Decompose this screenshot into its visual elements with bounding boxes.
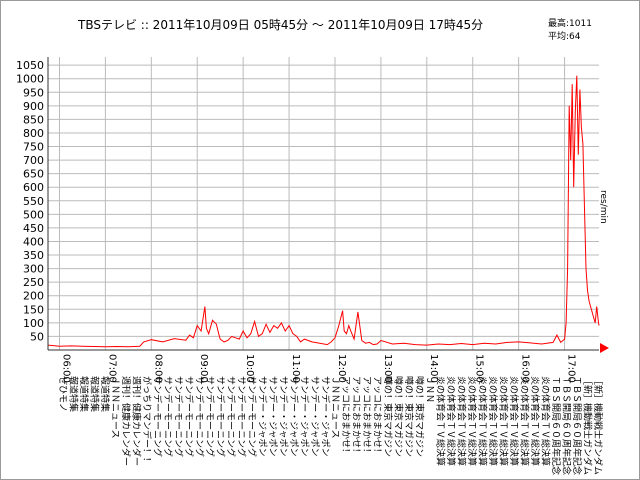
program-label: ＴＢＳ開局６０周年記念 — [571, 376, 583, 475]
y-tick-label: 550 — [23, 195, 44, 208]
y-tick-label: 350 — [23, 249, 44, 262]
program-label: サンデーモーニング — [214, 376, 226, 457]
program-label: 炎の体育会ＴＶ総決算 — [498, 376, 510, 466]
program-label: ＴＢＳ開局６０周年記念 — [550, 376, 562, 475]
program-label: サンデー・ジャポン — [256, 376, 268, 457]
x-tick-label: 17:00 — [566, 354, 577, 383]
program-label: サンデーモーニング — [204, 376, 216, 457]
program-label: サンデーモーニング — [162, 376, 174, 457]
program-label: サンデーモーニング — [151, 376, 163, 457]
program-label: ＪＮＮニュース — [330, 376, 340, 439]
program-label: 報道特集 — [99, 376, 111, 412]
y-tick-label: 700 — [23, 154, 44, 167]
avg-stat: 平均:64 — [548, 32, 581, 42]
program-label: サンデー・ジャポン — [267, 376, 279, 457]
grid-layer — [48, 57, 599, 350]
x-tick-label: 07:00 — [106, 354, 117, 383]
program-label: サンデーモーニング — [183, 376, 195, 457]
program-label: ＴＢＳ開局６０周年記念 — [561, 376, 573, 475]
program-label: ［新］機動戦士ガンダム — [592, 376, 604, 475]
program-label: アッコにおまかせ！ — [340, 376, 351, 457]
program-label: アッコにおまかせ！ — [361, 376, 372, 457]
program-label: サンデー・ジャポン — [309, 376, 321, 457]
x-tick-label: 11:00 — [290, 354, 301, 383]
program-label: 炎の体育会ＴＶ総決算 — [477, 376, 489, 466]
program-label: 炎の体育会ＴＶ総決算 — [435, 376, 447, 466]
plot-area — [48, 57, 599, 350]
y-tick-labels: 5010015020025030035040045050055060065070… — [16, 59, 44, 343]
y-tick-label: 900 — [23, 100, 44, 113]
y-tick-label: 150 — [23, 303, 44, 316]
chart-title: TBSテレビ :: 2011年10月09日 05時45分 ～ 2011年10月0… — [78, 18, 484, 32]
program-label: サンデーモーニング — [172, 376, 184, 457]
program-label: 炎の体育会ＴＶ総決算 — [508, 376, 520, 466]
y-tick-label: 500 — [23, 208, 44, 221]
program-label: 報道特集 — [78, 376, 90, 412]
program-labels: ぜひモノ 報道特集 報道特集 報道特集 報道特集 ＪＮＮニュース 週刊！健康カレンダー 週刊！… — [57, 376, 604, 475]
x-tick-label: 14:00 — [428, 354, 439, 383]
y-tick-label: 250 — [23, 276, 44, 289]
y-tick-label: 950 — [23, 86, 44, 99]
program-label: ［新］機動戦士ガンダム — [582, 376, 594, 475]
program-label: サンデー・ジャポン — [277, 376, 289, 457]
program-label: ＪＮＮニュース — [109, 376, 119, 439]
y-tick-label: 650 — [23, 168, 44, 181]
program-label: サンデーモーニング — [235, 376, 247, 457]
x-tick-label: 10:00 — [244, 354, 255, 383]
program-label: サンデーモーニング — [225, 376, 237, 457]
end-marker — [600, 343, 609, 353]
program-label: 噂の！東京マガジン — [414, 376, 426, 457]
program-label: 炎の体育会ＴＶ総決算 — [519, 376, 531, 466]
y-tick-label: 300 — [23, 263, 44, 276]
y-tick-label: 800 — [23, 127, 44, 140]
x-tick-label: 12:00 — [336, 354, 347, 383]
x-tick-label: 15:00 — [474, 354, 485, 383]
x-tick-label: 09:00 — [198, 354, 209, 383]
program-label: 炎の体育会ＴＶ総決算 — [445, 376, 457, 466]
program-label: ぜひモノ — [57, 376, 68, 412]
y-tick-label: 1000 — [16, 73, 44, 86]
y-tick-label: 850 — [23, 113, 44, 126]
y-tick-label: 100 — [23, 317, 44, 330]
program-label: がっちりマンデー！！ — [141, 376, 153, 466]
x-tick-label: 08:00 — [152, 354, 163, 383]
program-label: 週刊！健康カレンダー — [120, 376, 132, 466]
program-label: アッコにおまかせ！ — [372, 376, 383, 457]
y-unit-label: res/min — [598, 190, 608, 224]
x-tick-label: 06:00 — [60, 354, 71, 383]
program-label: アッコにおまかせ！ — [351, 376, 362, 457]
x-tick-label: 16:00 — [520, 354, 531, 383]
program-label: 報道特集 — [88, 376, 100, 412]
program-label: サンデーモーニング — [246, 376, 258, 457]
y-tick-label: 400 — [23, 235, 44, 248]
y-tick-label: 1050 — [16, 59, 44, 72]
program-label: サンデーモーニング — [193, 376, 205, 457]
series-line — [47, 75, 600, 348]
y-tick-label: 750 — [23, 141, 44, 154]
x-tick-label: 13:00 — [382, 354, 393, 383]
program-label: 炎の体育会ＴＶ総決算 — [487, 376, 499, 466]
program-label: 炎の体育会ＴＶ総決算 — [529, 376, 541, 466]
program-label: 炎の体育会ＴＶ総決算 — [540, 376, 552, 466]
program-label: 炎の体育会ＴＶ総決算 — [466, 376, 478, 466]
y-tick-label: 450 — [23, 222, 44, 235]
program-label: 噂の！東京マガジン — [403, 376, 415, 457]
program-label: サンデー・ジャポン — [319, 376, 331, 457]
program-label: 報道特集 — [67, 376, 79, 412]
max-stat: 最高:1011 — [548, 19, 592, 29]
program-label: 炎の体育会ＴＶ総決算 — [456, 376, 468, 466]
y-tick-label: 200 — [23, 290, 44, 303]
y-tick-label: 50 — [30, 330, 44, 343]
program-label: 噂の！東京マガジン — [393, 376, 405, 457]
y-tick-label: 600 — [23, 181, 44, 194]
program-label: サンデー・ジャポン — [288, 376, 300, 457]
program-label: 噂の！東京マガジン — [382, 376, 394, 457]
program-label: ＪＮＮ — [424, 376, 434, 403]
program-label: 週刊！健康カレンダー — [130, 376, 142, 466]
program-label: サンデー・ジャポン — [298, 376, 310, 457]
x-tick-labels: 06:00 07:00 08:00 09:00 10:00 11:00 12:00 13:00… — [60, 354, 576, 383]
